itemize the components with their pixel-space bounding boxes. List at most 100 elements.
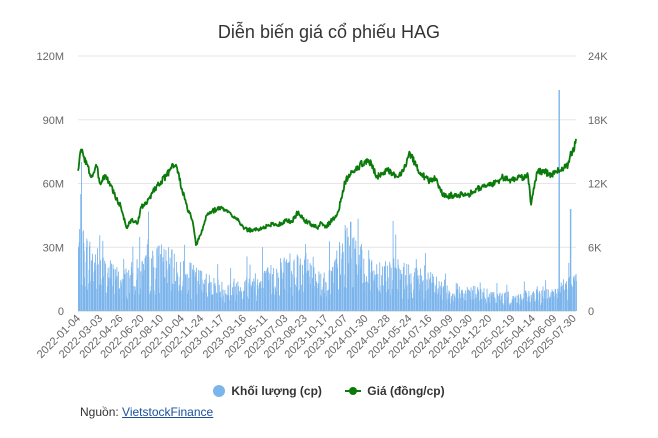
volume-bar	[103, 276, 105, 311]
volume-bar	[523, 281, 525, 311]
volume-bar	[506, 291, 508, 311]
volume-bar	[385, 281, 387, 311]
volume-bar	[302, 291, 304, 311]
volume-bar	[276, 268, 278, 311]
volume-bar	[262, 288, 264, 311]
source-label: Nguồn:	[80, 405, 119, 419]
volume-bar	[100, 279, 102, 311]
volume-bar	[501, 293, 503, 311]
volume-bar	[308, 270, 310, 311]
volume-bar	[300, 263, 302, 311]
volume-bar	[190, 299, 192, 311]
volume-bar	[461, 290, 463, 311]
volume-bar	[466, 287, 468, 311]
volume-bar	[346, 239, 348, 311]
volume-bar	[310, 265, 312, 311]
volume-bar	[499, 299, 501, 311]
volume-bar	[553, 291, 555, 311]
y-right-tick-label: 0	[588, 306, 594, 318]
volume-bar	[183, 260, 184, 311]
legend: Khối lượng (cp) Giá (đồng/cp)	[0, 384, 658, 400]
volume-bar	[546, 289, 548, 311]
volume-bar	[119, 288, 120, 311]
volume-bar	[352, 238, 354, 311]
volume-bar	[95, 254, 97, 311]
volume-bar	[443, 287, 445, 311]
volume-bar	[467, 289, 469, 311]
volume-bar	[340, 274, 342, 311]
volume-bar	[260, 280, 262, 311]
volume-bar	[113, 294, 115, 311]
volume-bar	[89, 281, 91, 311]
volume-bar	[125, 268, 127, 311]
volume-bar	[380, 292, 381, 311]
volume-bar	[205, 273, 207, 311]
volume-bar	[424, 253, 426, 311]
volume-bar	[320, 273, 322, 311]
volume-bar	[151, 258, 152, 311]
volume-bar	[488, 293, 490, 311]
legend-item-price[interactable]: Giá (đồng/cp)	[345, 384, 445, 398]
source-link[interactable]: VietstockFinance	[122, 405, 214, 419]
volume-bar	[175, 280, 176, 311]
volume-bar	[329, 270, 331, 311]
volume-bar	[209, 281, 211, 311]
volume-bar	[153, 267, 155, 311]
volume-bar	[113, 268, 115, 311]
volume-bar	[228, 295, 230, 311]
volume-bar	[563, 289, 565, 311]
legend-item-volume[interactable]: Khối lượng (cp)	[213, 384, 322, 398]
volume-bar	[531, 292, 533, 311]
volume-bar	[121, 278, 123, 311]
volume-bar	[533, 291, 534, 311]
volume-bar	[384, 265, 386, 311]
volume-bar	[278, 277, 280, 311]
volume-bar	[288, 262, 289, 311]
volume-bar	[505, 292, 507, 311]
volume-bar	[249, 264, 251, 311]
volume-bar	[403, 262, 405, 311]
volume-bar	[396, 268, 397, 311]
volume-bar	[428, 288, 429, 311]
y-left-tick-label: 90M	[43, 115, 64, 127]
volume-bar	[217, 279, 219, 311]
volume-bar	[446, 285, 448, 311]
volume-bar	[221, 281, 223, 311]
volume-bar	[561, 286, 563, 311]
volume-bar	[244, 281, 246, 311]
volume-bar	[481, 299, 483, 311]
volume-bar	[158, 245, 160, 311]
volume-bar	[493, 291, 495, 311]
volume-bar	[87, 289, 89, 311]
volume-bar	[529, 302, 531, 311]
volume-bar	[284, 289, 286, 311]
volume-bar	[99, 235, 101, 311]
volume-bar	[278, 295, 280, 311]
volume-bar	[345, 230, 346, 311]
volume-bar	[364, 273, 365, 311]
volume-bar	[393, 258, 395, 311]
volume-bar	[289, 253, 291, 311]
volume-bar	[459, 297, 461, 311]
volume-bar	[192, 269, 194, 311]
volume-bar	[246, 296, 248, 311]
volume-bar	[204, 279, 206, 311]
volume-bar	[104, 260, 106, 311]
volume-bar	[185, 275, 187, 311]
volume-bar	[324, 293, 326, 311]
volume-bar	[409, 284, 411, 311]
volume-bar	[214, 286, 216, 311]
volume-bar	[193, 270, 195, 311]
volume-bar	[361, 249, 363, 311]
volume-bar	[345, 288, 347, 311]
volume-bar	[286, 262, 288, 311]
volume-bar	[135, 290, 136, 311]
volume-bar	[86, 240, 88, 311]
volume-bar	[388, 288, 389, 311]
volume-bar	[81, 231, 83, 311]
volume-bar	[156, 248, 158, 311]
volume-bar	[390, 267, 392, 311]
volume-bar	[462, 297, 464, 311]
volume-bar	[355, 240, 357, 311]
y-left-tick-label: 30M	[43, 242, 64, 254]
